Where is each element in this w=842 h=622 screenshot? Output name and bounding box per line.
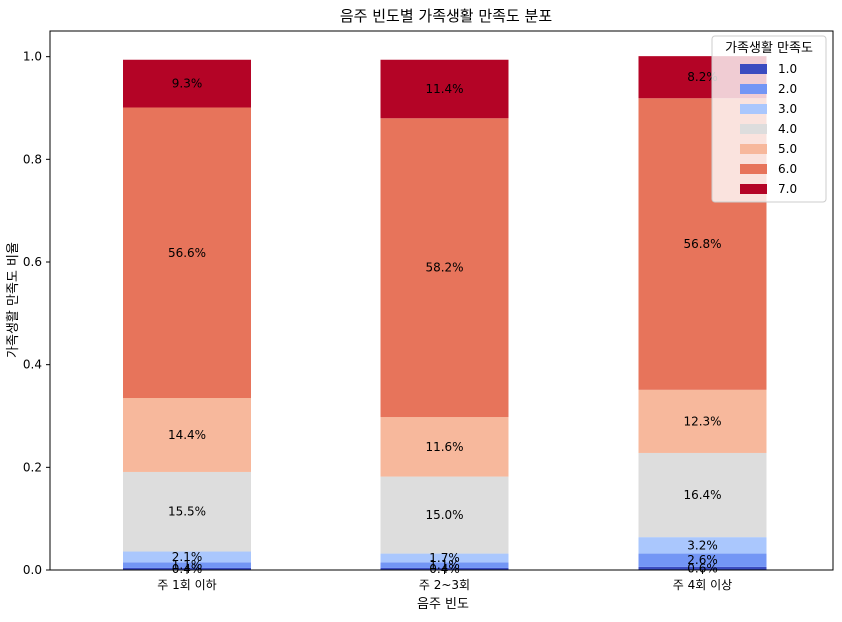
data-labels-group: 0.4%1.1%2.1%15.5%14.4%56.6%9.3%0.4%1.1%1… xyxy=(168,70,722,576)
legend-box xyxy=(711,35,827,203)
x-axis-title: 음주 빈도 xyxy=(417,597,469,612)
bar-segment xyxy=(380,567,509,570)
data-label: 1.7% xyxy=(429,551,460,565)
legend-entry-label: 3.0 xyxy=(778,102,797,116)
data-label: 12.3% xyxy=(683,414,721,428)
x-tick-label: 주 1회 이하 xyxy=(157,578,216,592)
legend-swatch xyxy=(740,104,767,114)
data-label: 15.0% xyxy=(425,508,463,522)
data-label: 2.6% xyxy=(687,553,718,567)
data-label: 0.6% xyxy=(687,561,718,575)
bar-segment xyxy=(123,471,251,552)
chart-title: 음주 빈도별 가족생활 만족도 분포 xyxy=(340,7,552,25)
x-tick-label: 주 2~3회 xyxy=(419,578,470,592)
y-tick-label: 0.8 xyxy=(23,152,42,166)
legend-entry-label: 7.0 xyxy=(778,182,797,196)
data-label: 58.2% xyxy=(425,261,463,275)
legend: 가족생활 만족도 1.0 2.0 3.0 4.0 5.0 6.0 7.0 xyxy=(711,35,827,203)
bar-segment xyxy=(380,476,509,554)
x-tick-label: 주 4회 이상 xyxy=(673,578,732,592)
data-label: 15.5% xyxy=(168,505,206,519)
plot-frame xyxy=(49,30,834,571)
bar-segment xyxy=(638,452,767,538)
bar-segment xyxy=(380,118,509,418)
bar-segment xyxy=(638,537,767,554)
legend-entry-label: 2.0 xyxy=(778,82,797,96)
y-axis: 0.0 0.2 0.4 0.6 0.8 1.0 xyxy=(23,50,50,577)
bar-segment xyxy=(380,417,509,477)
bar-segment xyxy=(380,553,509,563)
data-label: 0.4% xyxy=(172,562,203,576)
legend-swatch xyxy=(740,84,767,94)
bar-segment xyxy=(638,389,767,453)
legend-entry-label: 5.0 xyxy=(778,142,797,156)
y-tick-label: 1.0 xyxy=(23,50,42,64)
bar-segment xyxy=(638,566,767,570)
legend-swatch xyxy=(740,164,767,174)
bar-segment xyxy=(123,551,251,563)
bar-segment xyxy=(123,562,251,568)
bar-segment xyxy=(123,567,251,570)
bar-segment xyxy=(123,107,251,399)
data-label: 0.4% xyxy=(429,562,460,576)
data-label: 8.2% xyxy=(687,70,718,84)
data-label: 1.1% xyxy=(172,558,203,572)
data-label: 56.6% xyxy=(168,246,206,260)
legend-swatch xyxy=(740,144,767,154)
bar-segment xyxy=(380,562,509,568)
data-label: 56.8% xyxy=(683,237,721,251)
bar-segment xyxy=(638,553,767,567)
legend-entry-label: 6.0 xyxy=(778,162,797,176)
data-label: 1.1% xyxy=(429,558,460,572)
bar-segment xyxy=(380,59,509,119)
y-tick-label: 0.2 xyxy=(23,460,42,474)
legend-swatch xyxy=(740,64,767,74)
data-label: 11.4% xyxy=(425,82,463,96)
bars-group xyxy=(123,56,767,570)
data-label: 2.1% xyxy=(172,550,203,564)
y-axis-title: 가족생활 만족도 비율 xyxy=(6,242,21,358)
y-tick-label: 0.4 xyxy=(23,358,42,372)
legend-swatch xyxy=(740,124,767,134)
y-tick-label: 0.6 xyxy=(23,255,42,269)
data-label: 11.6% xyxy=(425,440,463,454)
bar-segment xyxy=(123,59,251,108)
bar-segment xyxy=(123,398,251,472)
data-label: 14.4% xyxy=(168,428,206,442)
data-label: 9.3% xyxy=(172,77,203,91)
legend-swatch xyxy=(740,184,767,194)
legend-title: 가족생활 만족도 xyxy=(725,41,813,56)
y-tick-label: 0.0 xyxy=(23,563,42,577)
legend-entry-label: 4.0 xyxy=(778,122,797,136)
legend-entry-label: 1.0 xyxy=(778,62,797,76)
data-label: 16.4% xyxy=(683,488,721,502)
x-axis: 주 1회 이하 주 2~3회 주 4회 이상 xyxy=(157,570,732,592)
data-label: 3.2% xyxy=(687,538,718,552)
